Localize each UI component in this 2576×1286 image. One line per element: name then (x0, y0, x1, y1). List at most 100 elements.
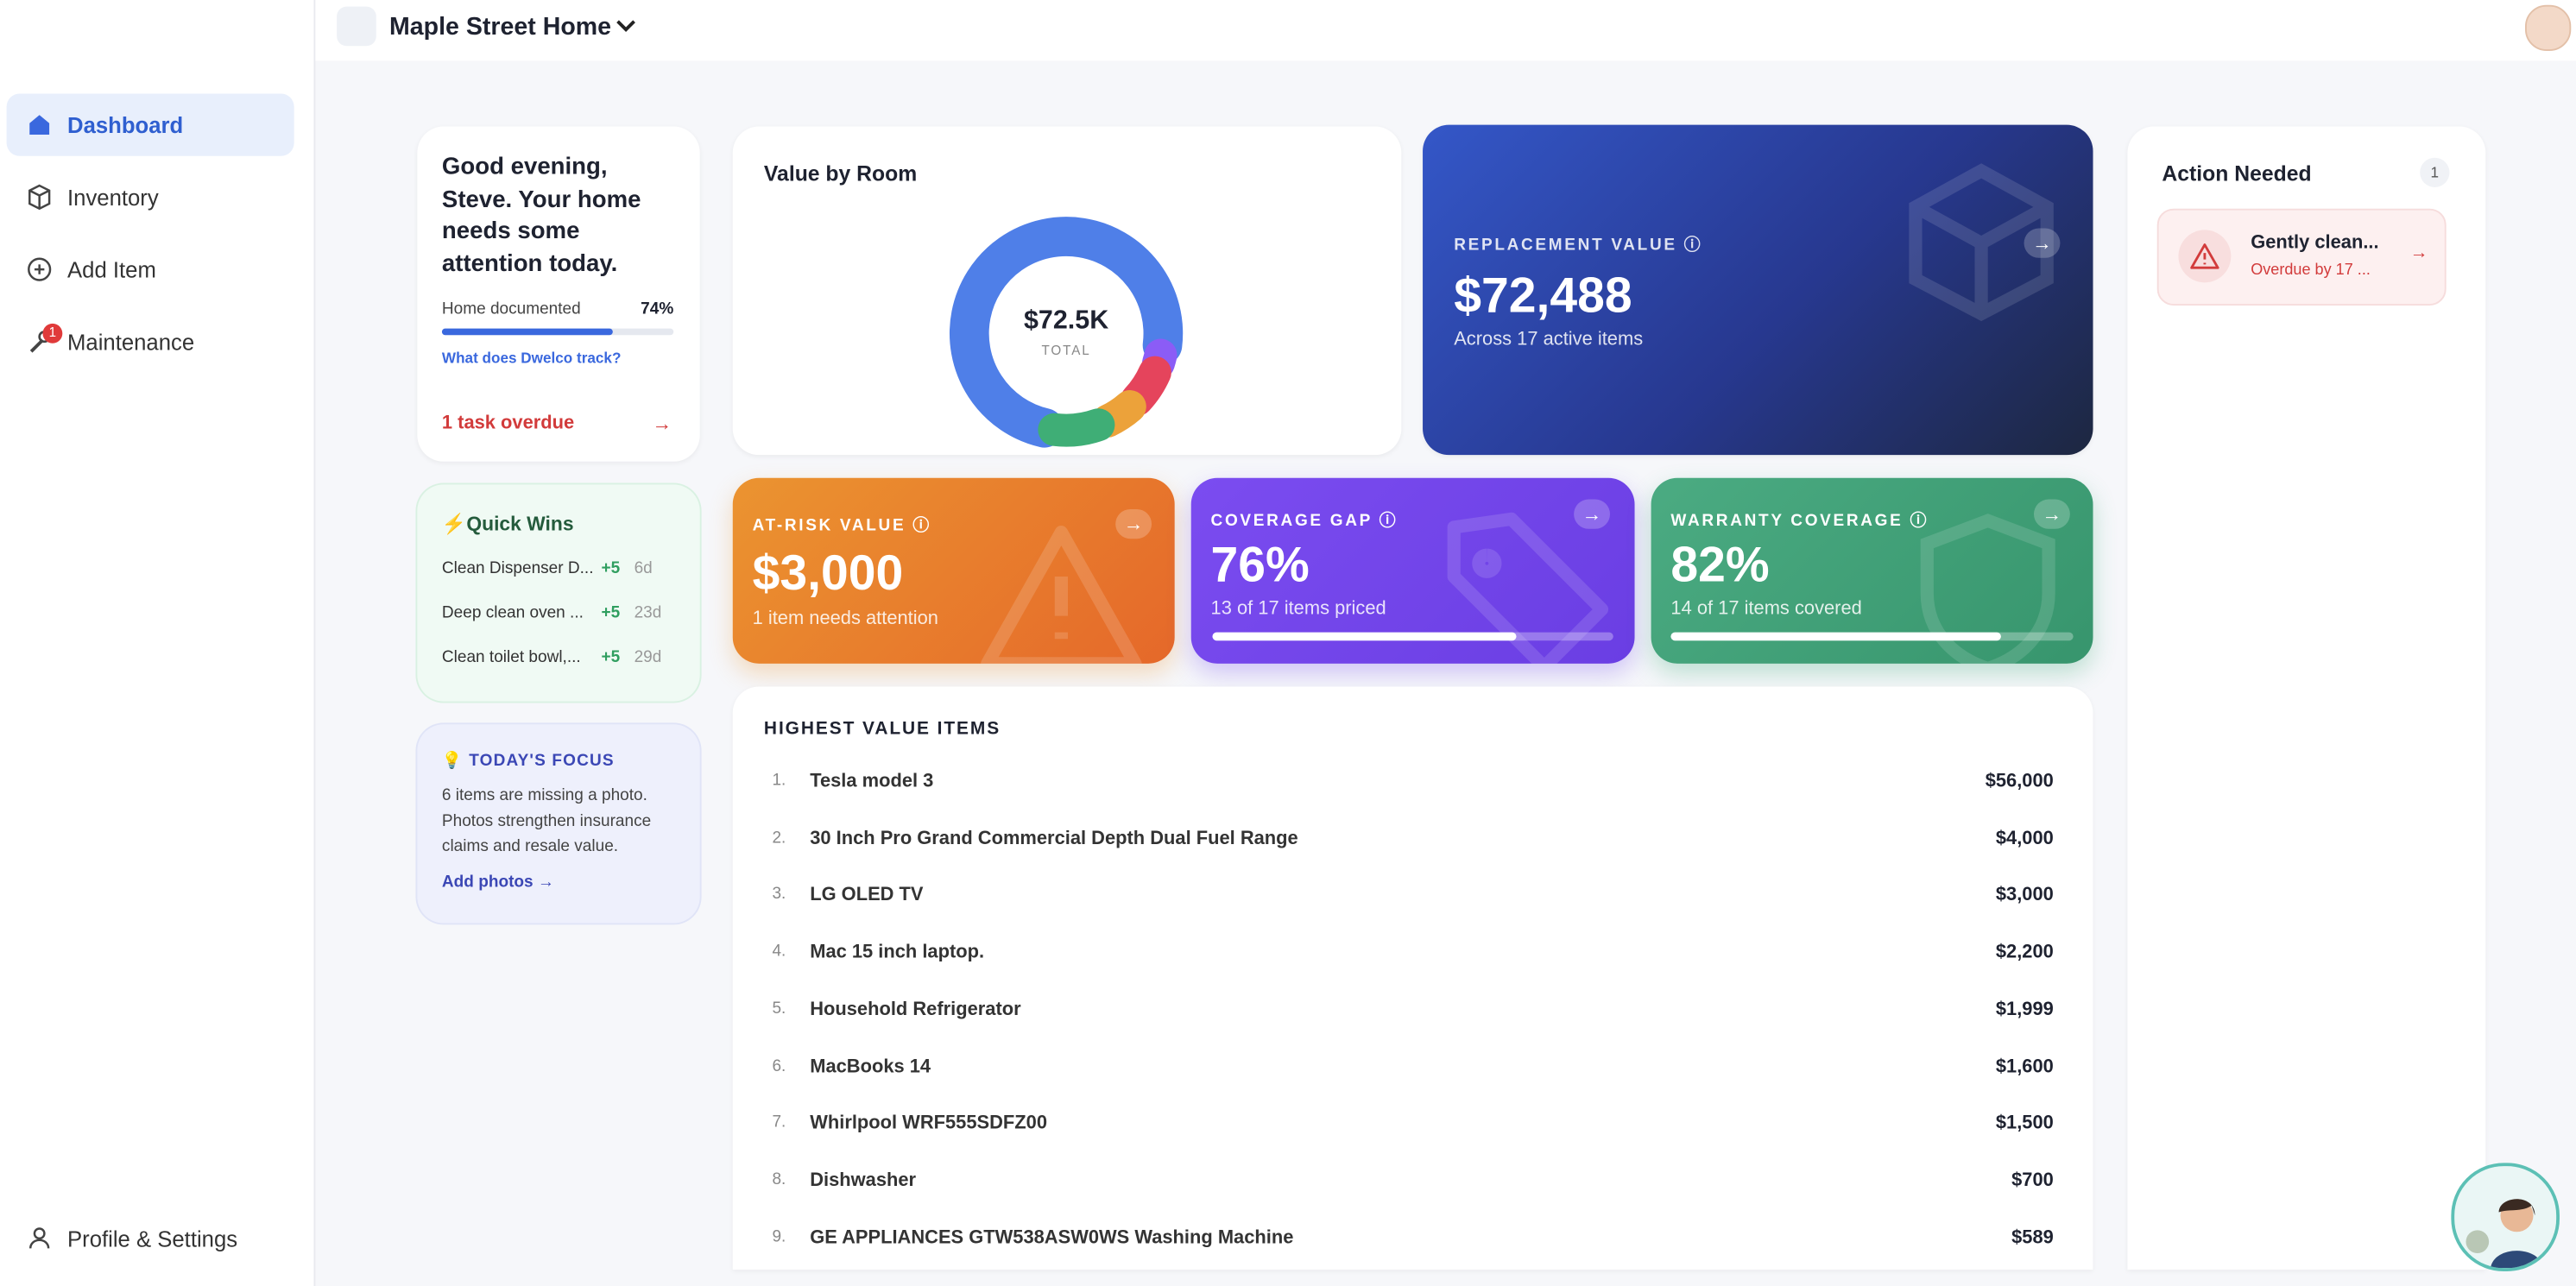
assistant-button[interactable] (2451, 1163, 2560, 1271)
item-value: $700 (2011, 1170, 2054, 1191)
nav-item[interactable]: Inventory (7, 166, 294, 228)
progress-fill (1670, 632, 2001, 641)
nav-label: Maintenance (67, 329, 195, 355)
task: Deep clean oven ... (441, 604, 584, 623)
item-value: $56,000 (1985, 772, 2054, 792)
focus-title: 💡 TODAY'S FOCUS (441, 752, 615, 771)
card-label: COVERAGE GAP ⓘ (1210, 512, 1398, 531)
rank: 9. (772, 1227, 786, 1246)
item-name: GE APPLIANCES GTW538ASW0WS Washing Machi… (810, 1227, 1294, 1248)
item-row[interactable]: 5. Household Refrigerator $1,999 (762, 1000, 2054, 1033)
item-row[interactable]: 8. Dishwasher $700 (762, 1171, 2054, 1204)
icon (28, 1227, 50, 1249)
item-row[interactable]: 1. Tesla model 3 $56,000 (762, 772, 2054, 804)
item-value: $1,500 (1995, 1113, 2054, 1134)
item-name: Household Refrigerator (810, 999, 1021, 1020)
progress-fill (441, 328, 614, 336)
user-avatar[interactable] (2525, 4, 2572, 51)
age: 23d (634, 604, 662, 623)
rank: 8. (772, 1170, 786, 1189)
item-value: $3,000 (1995, 886, 2054, 906)
items-card: HIGHEST VALUE ITEMS 1. Tesla model 3 $56,0… (732, 686, 2093, 1270)
item-name: MacBooks 14 (810, 1056, 931, 1077)
home-name[interactable]: Maple Street Home (389, 13, 612, 41)
donut-chart (949, 217, 1184, 448)
arrow-button[interactable]: → (1574, 499, 1610, 529)
item-row[interactable]: 7. Whirlpool WRF555SDFZ00 $1,500 (762, 1114, 2054, 1147)
item-name: Tesla model 3 (810, 772, 934, 792)
arrow-button[interactable]: → (1115, 508, 1152, 539)
item-value: $4,000 (1995, 829, 2054, 849)
card-title: Value by Room (763, 161, 918, 186)
progress-percent: 74% (641, 300, 674, 319)
label-text: AT-RISK VALUE (752, 517, 906, 536)
card-value: $3,000 (752, 546, 904, 602)
link[interactable]: What does Dwelco track? (441, 350, 622, 367)
nav-item[interactable]: 1 Maintenance (7, 311, 294, 373)
nav-label: Add Item (67, 256, 156, 282)
card-label: REPLACEMENT VALUE ⓘ (1454, 236, 1703, 255)
chevron[interactable] (616, 18, 636, 35)
card-value: 76% (1210, 539, 1310, 594)
action-title: Gently clean... (2251, 233, 2379, 254)
title-text: Quick Wins (466, 512, 574, 536)
task: Clean toilet bowl,... (441, 648, 581, 667)
nav-item[interactable]: Add Item (7, 238, 294, 300)
card-sub: Across 17 active items (1454, 330, 1644, 350)
nav-item[interactable]: Profile & Settings (7, 1207, 294, 1270)
arrow-icon[interactable]: → (652, 412, 672, 436)
item-row[interactable]: 3. LG OLED TV $3,000 (762, 886, 2054, 918)
tag-icon (1447, 512, 1609, 664)
at-risk-card: AT-RISK VALUE ⓘ $3,000 1 item needs atte… (732, 477, 1175, 664)
quick-wins-card: ⚡Quick Wins Clean Dispenser D... +5 6d Dee… (417, 484, 700, 702)
item-value: $1,999 (1995, 999, 2054, 1020)
item-row[interactable]: 6. MacBooks 14 $1,600 (762, 1057, 2054, 1090)
quick-win[interactable]: Deep clean oven ... +5 23d (441, 604, 661, 623)
label-text: COVERAGE GAP (1210, 512, 1373, 531)
card-label: WARRANTY COVERAGE ⓘ (1670, 512, 1929, 531)
quick-wins-title: ⚡Quick Wins (442, 513, 574, 536)
quick-win[interactable]: Clean toilet bowl,... +5 29d (441, 648, 661, 667)
box-icon (1909, 163, 2054, 322)
nav-item[interactable]: Dashboard (6, 93, 294, 156)
replacement-card: REPLACEMENT VALUE ⓘ $72,488 Across 17 ac… (1423, 124, 2093, 456)
icon (28, 184, 51, 211)
rank: 4. (772, 942, 786, 961)
icon (28, 257, 52, 281)
item-name: Mac 15 inch laptop. (810, 942, 985, 963)
points: +5 (601, 559, 621, 578)
progress-fill (1212, 632, 1518, 641)
title-text: TODAY'S FOCUS (469, 752, 615, 771)
card-title: HIGHEST VALUE ITEMS (763, 719, 1001, 740)
nav-label: Inventory (67, 185, 159, 210)
card-sub: 13 of 17 items priced (1210, 599, 1386, 620)
item-name: Whirlpool WRF555SDFZ00 (810, 1113, 1048, 1134)
progress-track (1670, 632, 2074, 641)
action-item[interactable]: Gently clean... Overdue by 17 ... → (2156, 208, 2447, 306)
rank: 2. (772, 829, 786, 848)
age: 6d (634, 559, 653, 578)
arrow-icon: → (2409, 243, 2428, 263)
label-text: REPLACEMENT VALUE (1454, 236, 1677, 255)
focus-link[interactable]: Add photos → (441, 873, 554, 892)
item-name: Dishwasher (810, 1170, 917, 1191)
item-row[interactable]: 2. 30 Inch Pro Grand Commercial Depth Dua… (762, 829, 2054, 861)
card-value: $72,488 (1454, 269, 1632, 324)
item-row[interactable]: 4. Mac 15 inch laptop. $2,200 (762, 943, 2054, 976)
arrow-button[interactable]: → (2033, 499, 2070, 529)
nav-label: Profile & Settings (67, 1226, 238, 1251)
arrow-button[interactable]: → (2024, 228, 2061, 258)
quick-win[interactable]: Clean Dispenser D... +5 6d (442, 560, 653, 578)
item-value: $2,200 (1995, 942, 2054, 963)
greeting-message: Good evening, Steve. Your home needs som… (441, 154, 641, 277)
action-needed-card: Action Needed 1 Gently clean... Overdue … (2127, 126, 2486, 1270)
count-badge: 1 (2420, 157, 2450, 187)
action-sub: Overdue by 17 ... (2251, 261, 2371, 280)
item-row[interactable]: 9. GE APPLIANCES GTW538ASW0WS Washing Mac… (762, 1228, 2054, 1261)
card-sub: 1 item needs attention (752, 609, 938, 629)
progress-track (1212, 632, 1613, 641)
focus-card: 💡 TODAY'S FOCUS 6 items are missing a ph… (417, 724, 700, 924)
overdue-link[interactable]: 1 task overdue (441, 413, 575, 434)
